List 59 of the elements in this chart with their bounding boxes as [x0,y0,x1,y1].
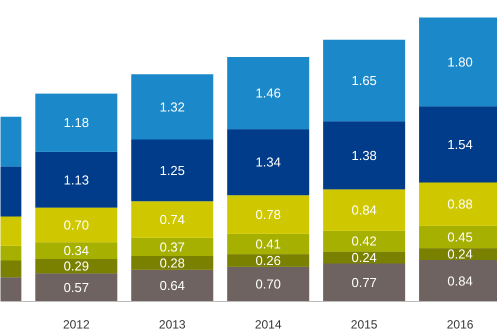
data-label: 0.70 [256,276,281,292]
data-label: 0.34 [64,243,89,258]
data-label: 0.77 [351,274,377,290]
x-tick-label: 2012 [62,318,90,331]
data-label: 0.24 [447,246,473,262]
x-tick-label: 2016 [446,318,474,331]
data-label: 0.28 [160,255,185,270]
data-label: 1.32 [160,99,185,114]
bar [131,201,214,238]
data-label: 0.84 [351,202,377,218]
bar [227,195,310,234]
bar [323,189,406,231]
bar [131,139,214,202]
data-label: 0.88 [447,196,473,212]
data-label: 0.41 [256,236,281,252]
bar [323,263,406,302]
data-label: 0.37 [160,239,185,254]
bar [323,230,406,252]
data-label: 0.42 [351,234,377,249]
bar [35,259,118,274]
data-label: 0.84 [447,273,473,288]
data-label: 1.18 [64,115,89,130]
data-label: 0.24 [351,250,377,266]
bar [35,208,118,242]
data-label: 0.70 [64,217,89,232]
bar [35,94,118,152]
x-tick-label: 2013 [158,318,186,331]
bar [35,273,118,302]
bar [35,242,118,260]
data-label: 1.34 [256,154,281,170]
x-tick-label: 2014 [254,318,282,331]
bar [227,234,310,254]
bar [131,238,214,256]
bar [323,40,406,122]
data-label: 1.54 [447,136,473,152]
bar [131,270,214,302]
data-label: 1.38 [351,148,377,163]
data-label: 0.29 [64,258,89,274]
data-label: 1.46 [256,86,281,101]
data-label: 1.13 [64,172,89,188]
bar [227,266,310,302]
data-label: 0.74 [160,212,185,228]
bar [35,152,118,208]
data-label: 0.26 [256,253,281,268]
bar [131,256,214,270]
data-label: 0.45 [447,230,473,245]
x-tick-label: 2015 [350,318,378,331]
bar [227,57,310,130]
data-label: 0.64 [160,278,185,294]
bar [323,252,406,264]
bar [227,254,310,267]
bar [323,121,406,190]
data-label: 1.65 [351,72,377,88]
data-label: 0.78 [256,207,281,222]
data-label: 1.25 [160,162,185,178]
bar [131,74,214,140]
data-label: 1.80 [447,54,473,70]
bar [227,129,310,196]
data-label: 0.57 [64,280,89,295]
